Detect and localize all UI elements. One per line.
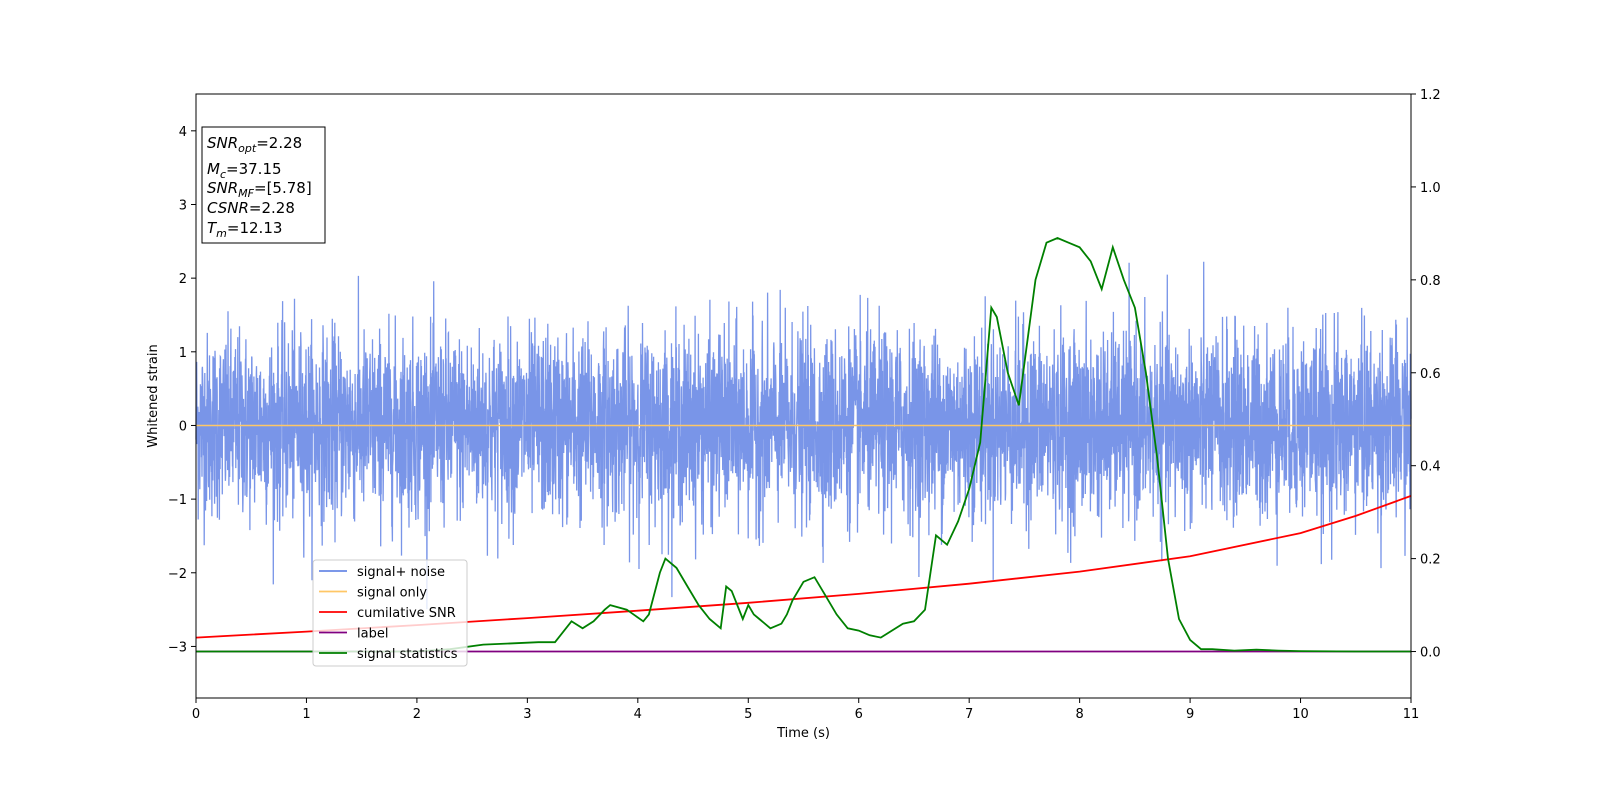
y-tick-label-left: −2 <box>168 567 187 582</box>
info-line: CSNR=2.28 <box>207 199 295 217</box>
axes-layer: 0 1 2 3 4 5 6 7 8 9 10 11 −3 −2 −1 0 1 2 3 4 0.0 0.2 0.4 0.6 0.8… <box>168 88 1441 722</box>
legend-frame <box>312 559 468 667</box>
x-tick-label: 2 <box>413 707 421 722</box>
series-signal-statistics-line <box>196 237 1411 653</box>
y-tick-label-right: 0.8 <box>1420 274 1441 289</box>
x-tick-label: 10 <box>1292 707 1309 722</box>
legend-entry-label: signal statistics <box>357 647 458 662</box>
info-annotation-box: SNRopt=2.28 Mc=37.15SNRMF=[5.78]CSNR=2.28… <box>201 126 326 244</box>
legend-entry-label: label <box>357 627 388 642</box>
x-tick-label: 4 <box>634 707 642 722</box>
y-tick-label-left: 1 <box>179 346 187 361</box>
y-tick-label-right: 0.4 <box>1420 460 1441 475</box>
legend-entry-label: signal+ noise <box>357 565 445 580</box>
y-tick-label-right: 0.2 <box>1420 553 1441 568</box>
legend-entry-label: signal only <box>357 586 427 601</box>
x-tick-label: 8 <box>1075 707 1083 722</box>
info-line: SNRMF=[5.78] <box>207 179 312 200</box>
y-tick-label-left: −3 <box>168 640 187 655</box>
x-axis-label: Time (s) <box>776 726 830 741</box>
y-axis-label-left: Whitened strain <box>146 344 161 447</box>
info-line: Mc=37.15 <box>207 160 282 181</box>
x-tick-label: 1 <box>302 707 310 722</box>
y-tick-label-right: 0.6 <box>1420 367 1441 382</box>
x-tick-label: 0 <box>192 707 200 722</box>
noise-series-layer <box>195 261 1412 610</box>
y-tick-label-left: 0 <box>179 419 187 434</box>
x-tick-label: 6 <box>855 707 863 722</box>
y-tick-label-right: 1.2 <box>1420 88 1441 103</box>
x-tick-label: 11 <box>1403 707 1420 722</box>
legend: signal+ noise signal only cumilative SNR la… <box>312 559 468 667</box>
info-box-frame <box>201 126 326 244</box>
y-tick-label-left: 3 <box>179 198 187 213</box>
legend-entry-label: cumilative SNR <box>357 606 456 621</box>
y-tick-label-right: 1.0 <box>1420 181 1441 196</box>
y-tick-label-left: −1 <box>168 493 187 508</box>
x-tick-label: 5 <box>744 707 752 722</box>
info-line: Tm=12.13 <box>207 219 282 240</box>
x-tick-label: 7 <box>965 707 973 722</box>
y-tick-label-left: 4 <box>179 125 187 140</box>
plot-frame <box>195 93 1412 699</box>
x-tick-label: 3 <box>523 707 531 722</box>
y-tick-label-right: 0.0 <box>1420 646 1441 661</box>
series-signal-noise-line <box>195 261 1412 610</box>
y-tick-label-left: 2 <box>179 272 187 287</box>
x-tick-label: 9 <box>1186 707 1194 722</box>
info-line: SNRopt=2.28 <box>207 134 302 155</box>
